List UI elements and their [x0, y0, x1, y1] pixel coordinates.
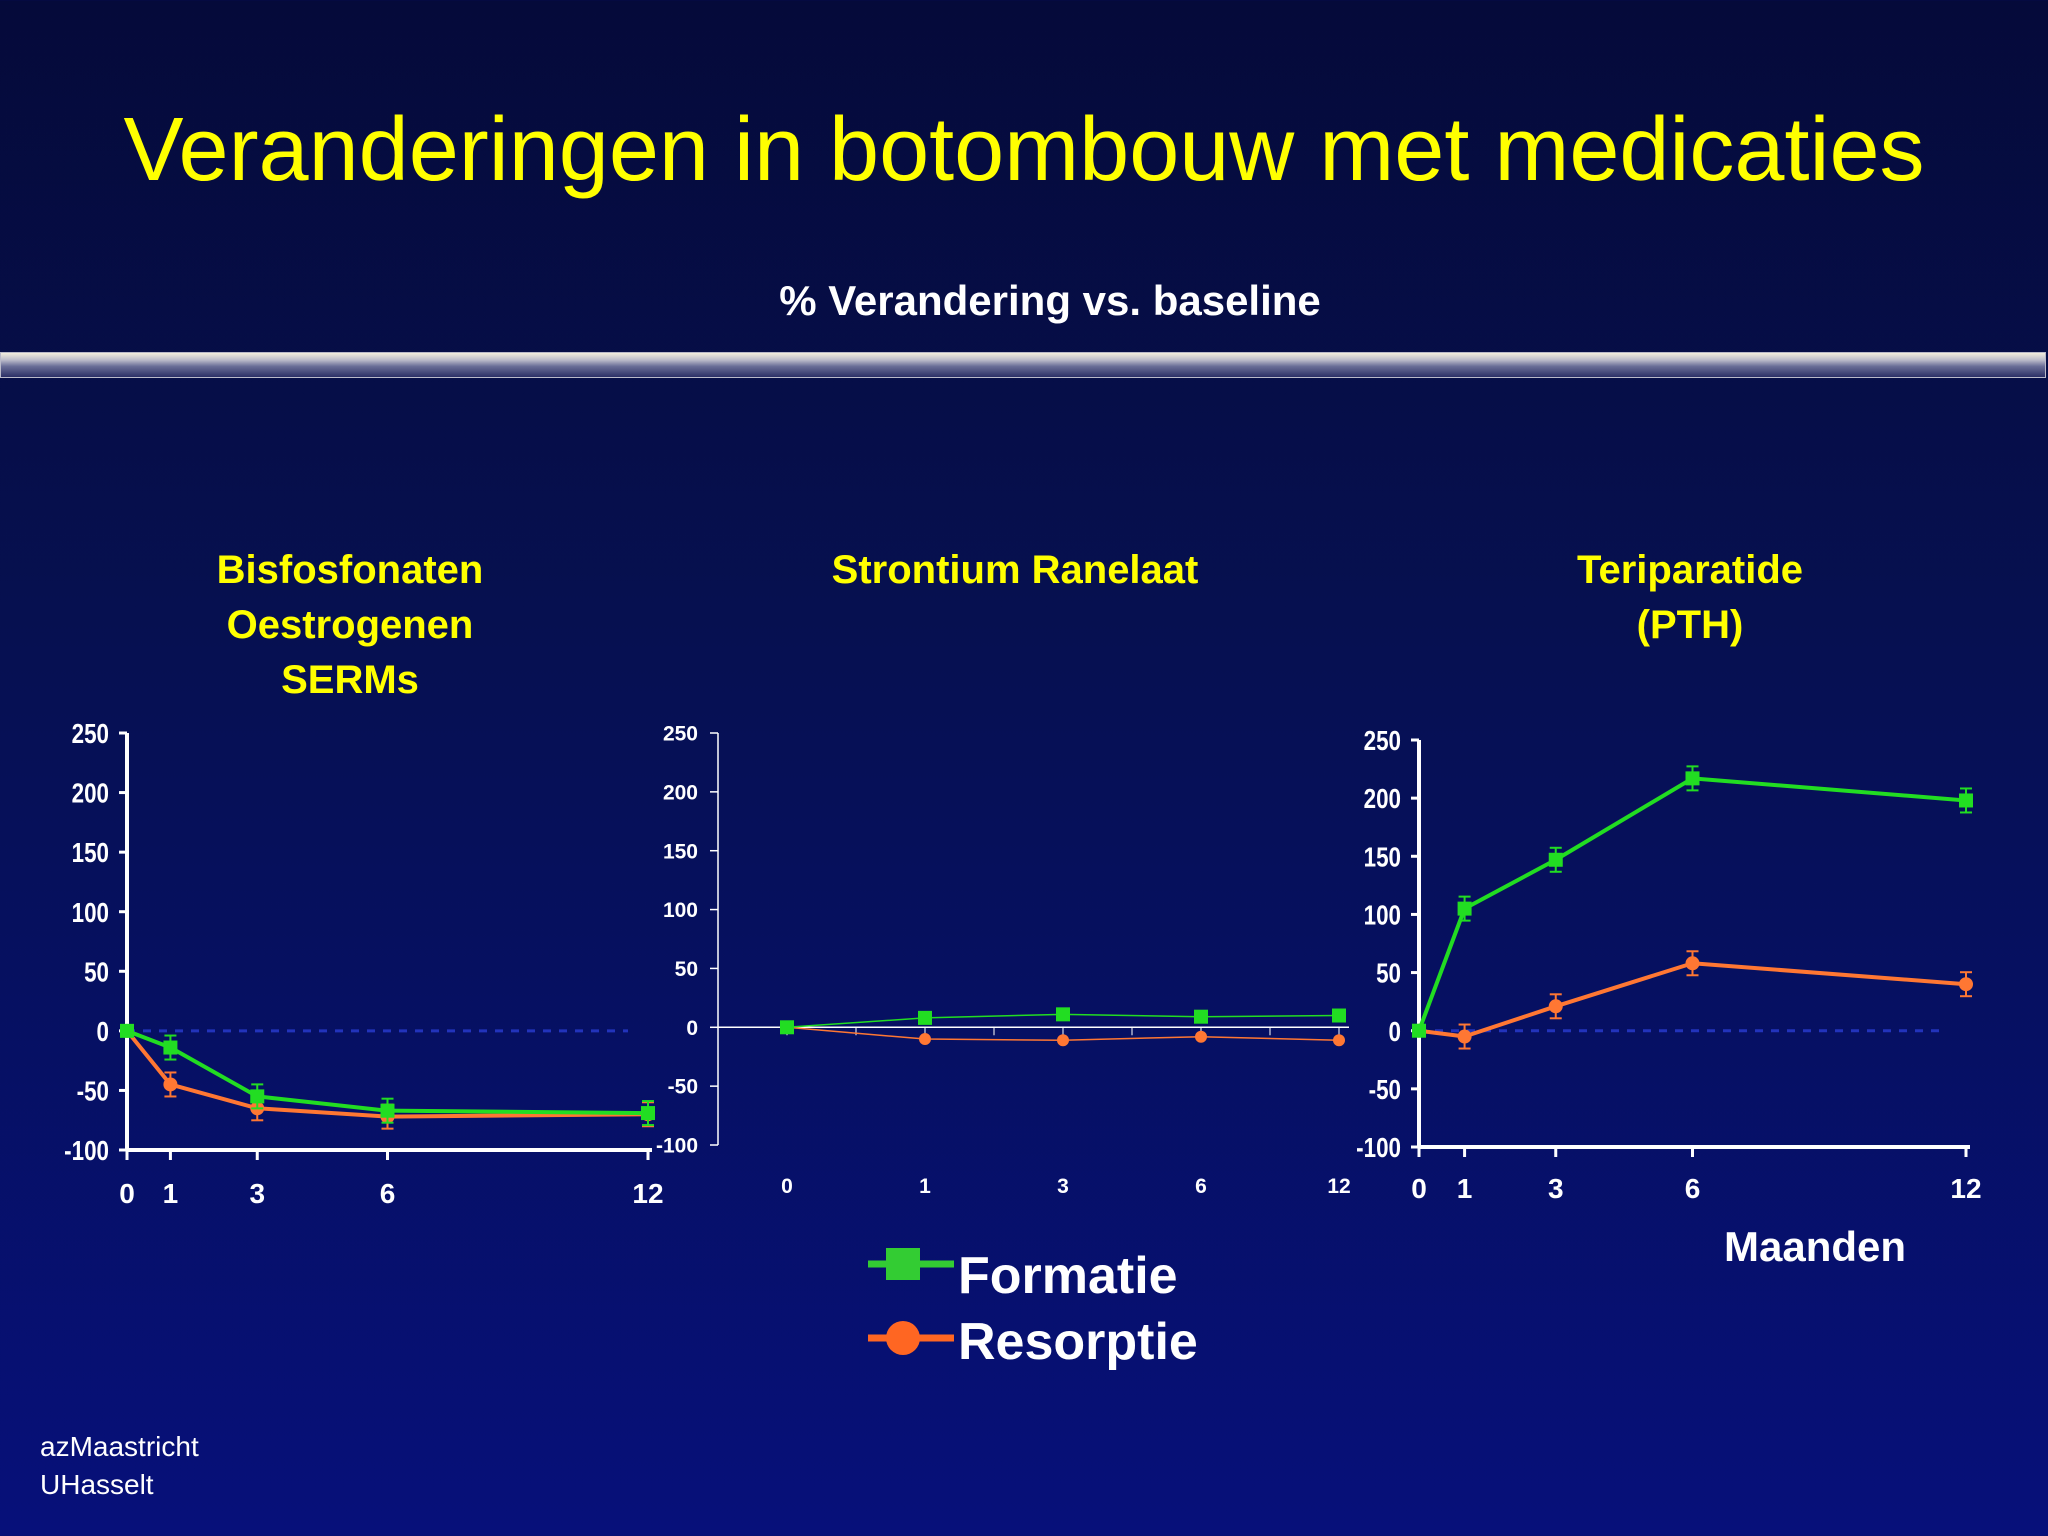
y-tick-label: -50	[1369, 1075, 1401, 1106]
y-tick-label: 0	[97, 1017, 109, 1048]
chart-1-heading-line: Bisfosfonaten	[216, 548, 484, 592]
x-tick-label: 3	[1548, 1173, 1564, 1204]
x-axis-unit-label: Maanden	[1724, 1223, 1907, 1270]
y-tick-label: 100	[663, 899, 698, 922]
y-tick-label: 0	[686, 1017, 698, 1040]
x-tick-label: 3	[249, 1178, 265, 1209]
x-tick-label: 1	[919, 1175, 931, 1198]
data-point-formatie	[1959, 793, 1973, 808]
data-point-formatie	[380, 1103, 395, 1118]
data-point-formatie	[641, 1106, 655, 1121]
y-tick-label: -100	[64, 1136, 109, 1167]
x-tick-label: 12	[632, 1178, 663, 1209]
chart-1-heading-line: SERMs	[281, 658, 419, 702]
legend-label-formatie: Formatie	[958, 1247, 1178, 1305]
data-point-resorptie	[1333, 1034, 1345, 1047]
y-tick-label: 200	[663, 781, 698, 804]
legend-label-resorptie: Resorptie	[958, 1313, 1198, 1371]
data-point-formatie	[1457, 901, 1472, 916]
chart-3-heading: Teriparatide (PTH)	[1490, 543, 1890, 653]
footer: azMaastricht UHasselt	[40, 1428, 199, 1504]
chart-3-heading-line: Teriparatide	[1577, 548, 1803, 592]
x-tick-label: 6	[380, 1178, 396, 1209]
data-point-formatie	[250, 1089, 265, 1104]
title-divider	[0, 352, 2046, 378]
x-tick-label: 12	[1950, 1173, 1981, 1204]
legend-square-marker-icon	[868, 1248, 954, 1280]
series-line-formatie	[1417, 776, 1967, 1032]
y-tick-label: 0	[1389, 1016, 1401, 1047]
data-point-resorptie	[1548, 999, 1563, 1014]
y-tick-label: 150	[1364, 842, 1401, 873]
x-tick-label: 6	[1685, 1173, 1701, 1204]
y-tick-label: -50	[668, 1076, 698, 1099]
chart-2-heading: Strontium Ranelaat	[765, 543, 1265, 598]
data-point-formatie	[1548, 852, 1563, 867]
footer-line: azMaastricht	[40, 1431, 199, 1462]
x-tick-label: 6	[1195, 1175, 1207, 1198]
x-tick-label: 0	[119, 1178, 135, 1209]
x-tick-label: 1	[163, 1178, 179, 1209]
data-point-resorptie	[1195, 1030, 1207, 1043]
data-point-resorptie	[1457, 1029, 1472, 1044]
y-tick-label: -100	[656, 1135, 698, 1158]
slide-subtitle: % Verandering vs. baseline	[779, 277, 1321, 324]
data-point-formatie	[918, 1010, 932, 1025]
data-point-formatie	[1685, 771, 1700, 786]
data-point-formatie	[163, 1040, 178, 1055]
data-point-resorptie	[1685, 956, 1700, 971]
y-tick-label: 50	[675, 958, 698, 981]
y-tick-label: 100	[1364, 900, 1401, 931]
data-point-formatie	[780, 1020, 794, 1035]
data-point-resorptie	[1959, 977, 1973, 992]
data-point-formatie	[1056, 1007, 1070, 1022]
y-tick-label: 250	[1364, 726, 1401, 757]
footer-line: UHasselt	[40, 1469, 154, 1500]
data-point-formatie	[120, 1023, 134, 1038]
y-tick-label: 250	[72, 719, 109, 750]
data-point-resorptie	[163, 1077, 178, 1092]
y-tick-label: 50	[1376, 958, 1401, 989]
y-tick-label: 150	[663, 840, 698, 863]
y-tick-label: 50	[84, 957, 109, 988]
x-tick-label: 0	[1411, 1173, 1427, 1204]
y-tick-label: -50	[77, 1076, 109, 1107]
y-tick-label: 150	[72, 838, 109, 869]
y-tick-label: 100	[72, 897, 109, 928]
slide-title: Veranderingen in botombouw met medicatie…	[123, 100, 1925, 200]
y-tick-label: -100	[1356, 1133, 1401, 1164]
chart-1-heading: Bisfosfonaten Oestrogenen SERMs	[150, 543, 550, 708]
chart-3-heading-line: (PTH)	[1636, 603, 1744, 647]
data-point-formatie	[1412, 1023, 1426, 1038]
data-point-resorptie	[1057, 1034, 1069, 1047]
data-point-formatie	[1194, 1009, 1208, 1024]
data-point-resorptie	[919, 1033, 931, 1046]
data-point-formatie	[1332, 1008, 1346, 1023]
y-tick-label: 200	[72, 778, 109, 809]
x-tick-label: 0	[781, 1175, 793, 1198]
chart-2-heading-line: Strontium Ranelaat	[831, 548, 1199, 592]
x-tick-label: 3	[1057, 1175, 1069, 1198]
legend-circle-marker-icon	[868, 1321, 954, 1355]
chart-1-heading-line: Oestrogenen	[226, 603, 474, 647]
y-tick-label: 250	[663, 723, 698, 746]
x-tick-label: 1	[1457, 1173, 1473, 1204]
y-tick-label: 200	[1364, 784, 1401, 815]
x-tick-label: 12	[1327, 1175, 1350, 1198]
